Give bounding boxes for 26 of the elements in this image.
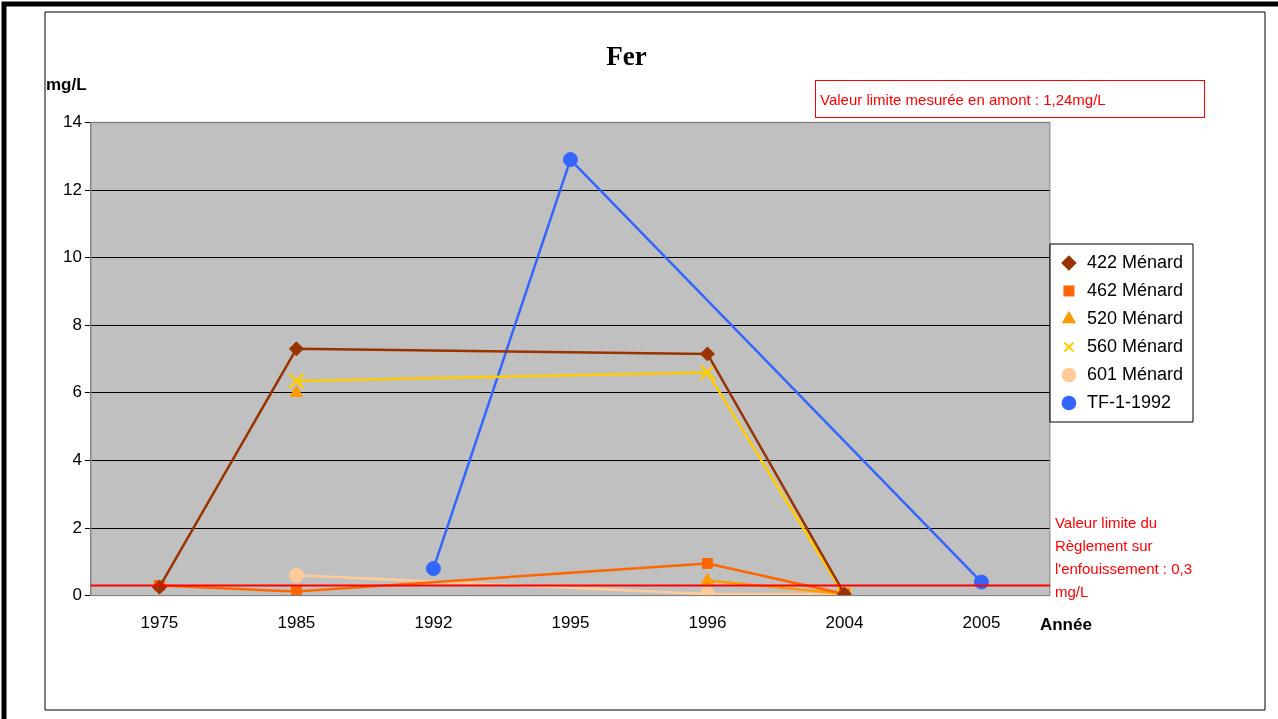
legend-label: TF-1-1992 [1086, 391, 1171, 412]
legend-label: 601 Ménard [1086, 363, 1184, 384]
x-tick-label: 2005 [962, 613, 1001, 633]
y-tick-label: 4 [72, 450, 82, 470]
y-axis-title: mg/L [45, 75, 87, 95]
x-tick-label: 1985 [277, 613, 316, 633]
x-tick-label: 1975 [140, 613, 179, 633]
x-tick-label: 1995 [551, 613, 590, 633]
legend-label: 422 Ménard [1086, 251, 1184, 272]
y-tick-label: 8 [72, 314, 82, 334]
chart-title: Fer [606, 41, 647, 72]
x-tick-label: 2004 [825, 613, 864, 633]
y-tick-label: 2 [72, 517, 82, 537]
ref-line-label: Valeur limite du Règlement sur l'enfouissement : 0,3 mg/L [1054, 514, 1193, 601]
y-tick-label: 12 [62, 179, 82, 199]
legend-label: 520 Ménard [1086, 307, 1184, 328]
x-tick-label: 1996 [688, 613, 727, 633]
y-tick-label: 10 [62, 247, 82, 267]
legend-label: 462 Ménard [1086, 279, 1184, 300]
text: Valeur limite mesurée en amont : 1,24mg/L [815, 80, 1205, 118]
x-tick-label: 1992 [414, 613, 453, 633]
legend-label: 560 Ménard [1086, 335, 1184, 356]
y-tick-label: 0 [72, 585, 82, 605]
y-tick-label: 14 [62, 112, 82, 132]
y-tick-label: 6 [72, 382, 82, 402]
x-axis-title: Année [1039, 615, 1092, 635]
